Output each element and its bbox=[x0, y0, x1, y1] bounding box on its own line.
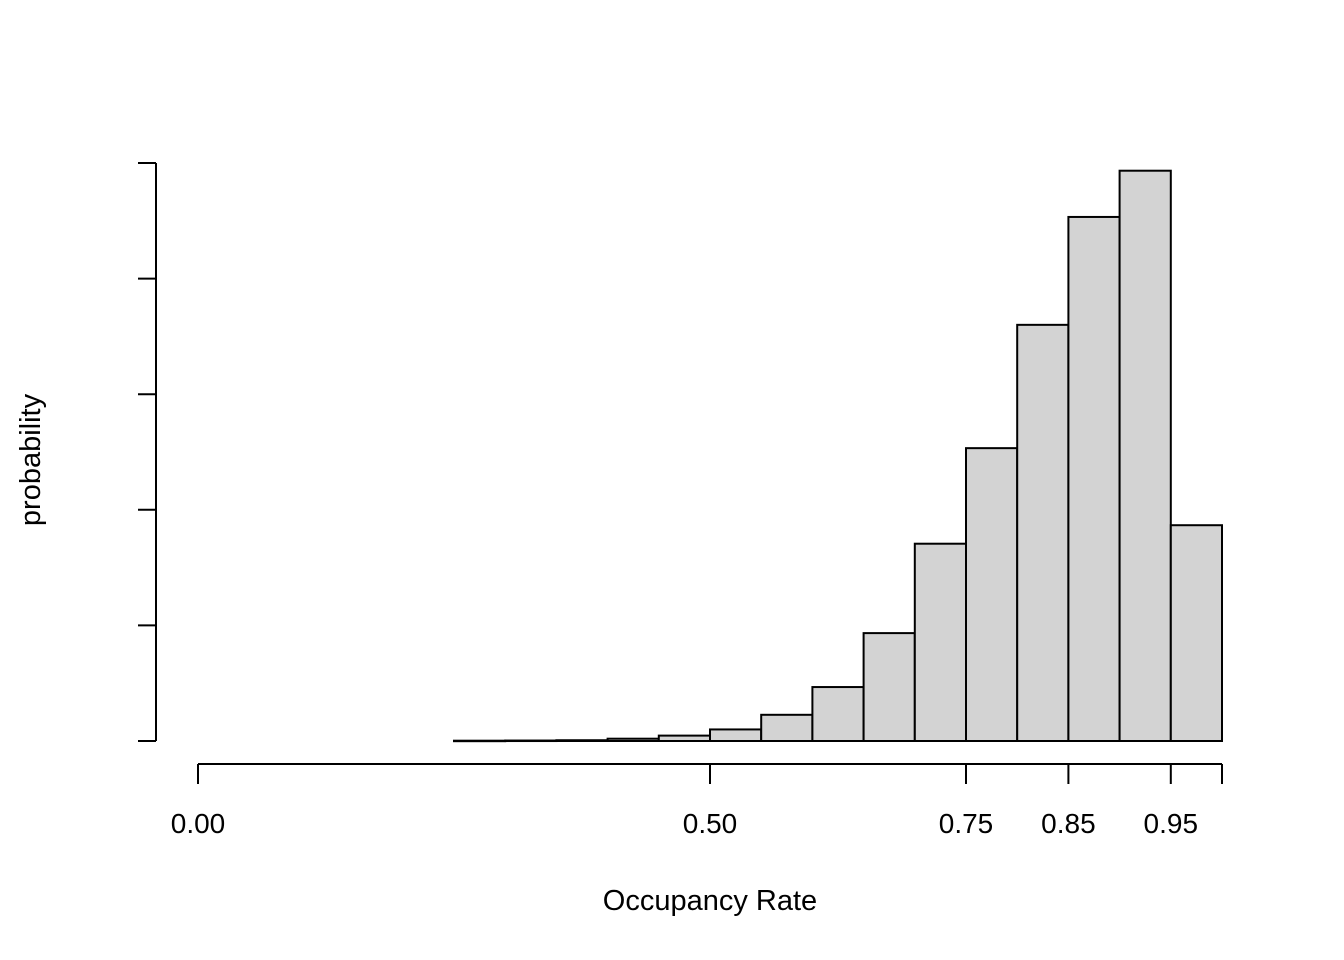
histogram-bar bbox=[657, 734, 711, 742]
histogram-bar bbox=[504, 739, 558, 743]
x-tick-label: 0.95 bbox=[1144, 808, 1199, 839]
histogram-bar bbox=[606, 737, 660, 743]
histogram-bar bbox=[453, 739, 507, 743]
histogram-bar bbox=[1118, 169, 1172, 742]
x-tick-label: 0.75 bbox=[939, 808, 994, 839]
histogram-bars bbox=[453, 169, 1224, 743]
histogram-bar bbox=[811, 686, 865, 742]
x-axis-title: Occupancy Rate bbox=[603, 885, 817, 917]
x-tick-label: 0.00 bbox=[171, 808, 226, 839]
y-axis-title: probability bbox=[15, 393, 47, 526]
histogram-bar bbox=[913, 542, 967, 743]
y-axis bbox=[138, 162, 157, 742]
histogram-bar bbox=[709, 728, 763, 743]
histogram-bar bbox=[965, 447, 1019, 742]
x-tick-label: 0.50 bbox=[683, 808, 738, 839]
histogram-bar bbox=[1016, 323, 1070, 742]
x-axis: 0.00 0.50 0.75 0.85 0.95 bbox=[171, 763, 1223, 839]
histogram-bar bbox=[1067, 215, 1121, 742]
histogram-bar bbox=[555, 739, 609, 742]
histogram-bar bbox=[862, 632, 916, 742]
x-tick-label: 0.85 bbox=[1041, 808, 1096, 839]
histogram-bar bbox=[1169, 524, 1224, 743]
histogram-bar bbox=[760, 713, 814, 742]
